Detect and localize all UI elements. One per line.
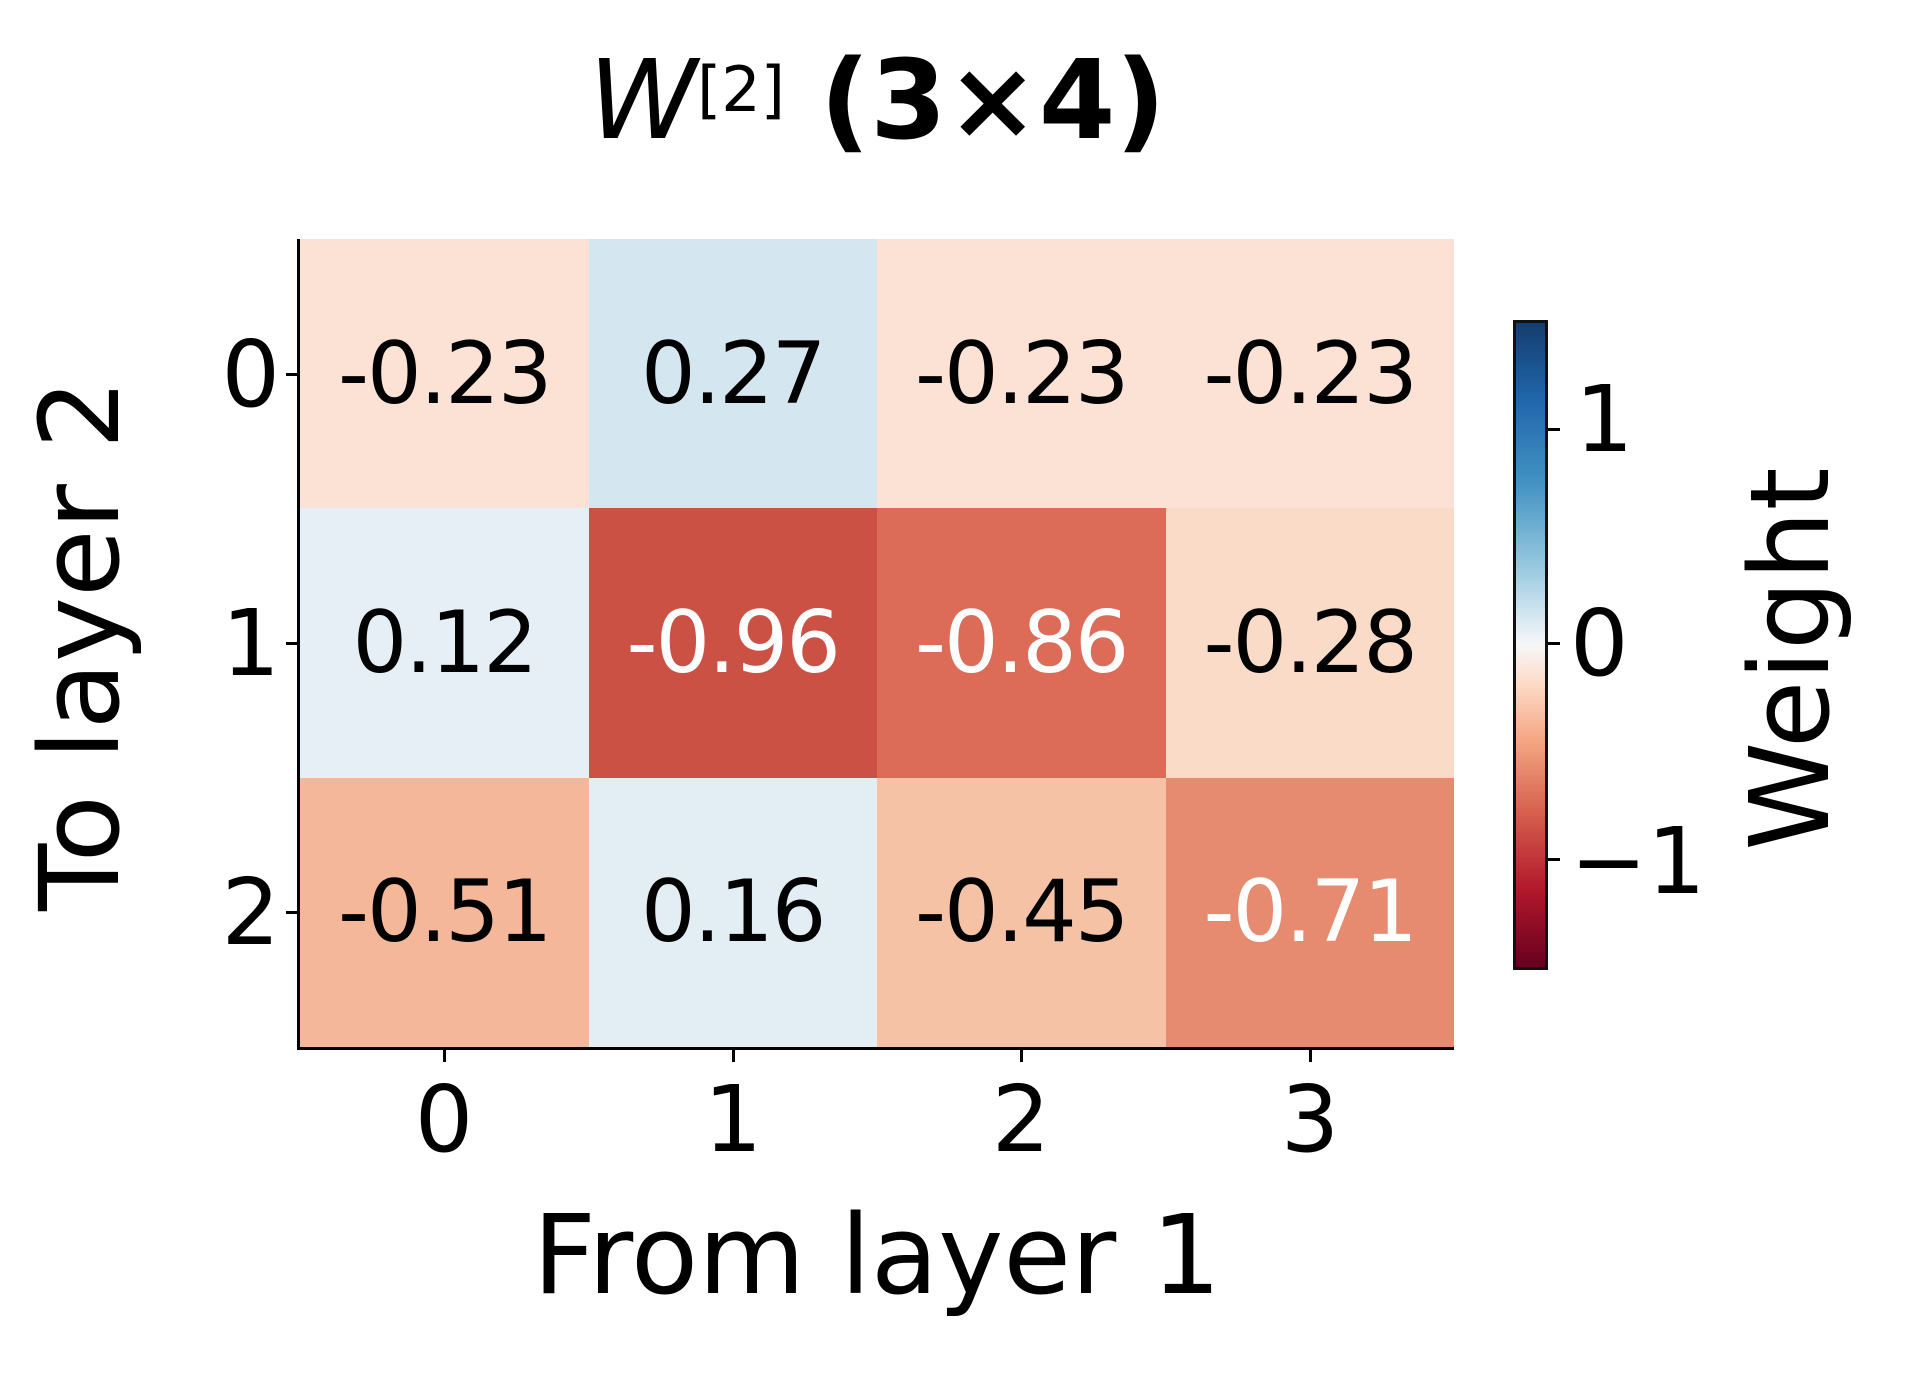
heatmap-cell: -0.71 [1165,777,1454,1047]
x-tick [1309,1050,1312,1062]
heatmap-cell: -0.23 [1165,239,1454,509]
x-tick-label: 0 [414,1066,474,1173]
heatmap-cell: -0.28 [1165,508,1454,778]
y-tick [286,642,298,645]
y-tick-label: 0 [221,321,280,428]
heatmap-cell: -0.23 [877,239,1166,509]
heatmap-cell: -0.96 [588,508,877,778]
x-tick-label: 2 [991,1066,1051,1173]
y-tick-label: 2 [221,859,280,966]
colorbar-tick-label: −1 [1570,808,1706,915]
colorbar-tick [1548,642,1560,645]
y-axis-label: To layer 2 [16,379,144,911]
heatmap-cell: -0.86 [877,508,1166,778]
x-axis-label: From layer 1 [532,1191,1222,1319]
colorbar-tick [1548,428,1560,431]
title-dims: (3×4) [819,36,1166,164]
heatmap: -0.23 0.27 -0.23 -0.23 0.12 -0.96 -0.86 … [300,239,1454,1047]
x-tick-label: 1 [703,1066,763,1173]
y-tick [286,373,298,376]
chart-title: W[2] (3×4) [300,30,1454,170]
title-symbol: W [588,36,698,164]
heatmap-cell: -0.51 [300,777,589,1047]
colorbar [1513,320,1548,970]
colorbar-tick [1548,858,1560,861]
x-tick [732,1050,735,1062]
x-tick-label: 3 [1280,1066,1340,1173]
colorbar-tick-label: 1 [1575,366,1634,473]
y-tick-label: 1 [221,590,280,697]
heatmap-cell: -0.45 [877,777,1166,1047]
heatmap-cell: 0.27 [588,239,877,509]
y-tick [286,911,298,914]
x-axis-line [297,1047,1454,1050]
y-axis-line [297,239,300,1050]
title-superscript: [2] [697,53,785,126]
colorbar-label: Weight [1726,467,1854,851]
heatmap-cell: -0.23 [300,239,589,509]
heatmap-cell: 0.16 [588,777,877,1047]
heatmap-cell: 0.12 [300,508,589,778]
x-tick [1020,1050,1023,1062]
x-tick [443,1050,446,1062]
colorbar-tick-label: 0 [1570,590,1629,697]
